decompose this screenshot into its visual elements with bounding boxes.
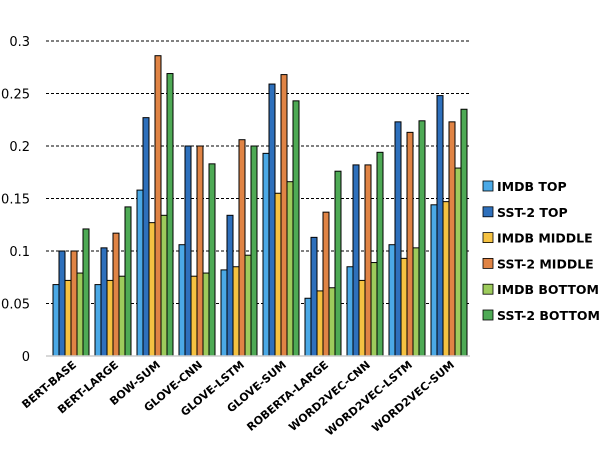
bar-imdb-top [262, 152, 270, 357]
legend-swatch [482, 180, 494, 192]
y-tick-label: 0.15 [1, 193, 30, 208]
bar-imdb-bottom [328, 287, 336, 357]
bar-imdb-top [136, 189, 144, 357]
legend-label: SST-2 MIDDLE [497, 256, 594, 271]
bar-sst-2-bottom [124, 206, 132, 357]
bar-imdb-top [220, 269, 228, 357]
bar-imdb-middle [316, 290, 324, 357]
y-tick-label: 0.2 [9, 140, 30, 155]
bar-sst-2-bottom [418, 120, 426, 357]
bar-imdb-top [430, 204, 438, 357]
bar-sst-2-bottom [250, 145, 258, 357]
bar-sst-2-middle [112, 232, 120, 357]
bar-sst-2-middle [154, 55, 162, 357]
bar-sst-2-bottom [292, 100, 300, 357]
bar-imdb-bottom [76, 272, 84, 357]
bar-imdb-top [178, 244, 186, 357]
bar-imdb-top [388, 244, 396, 357]
bar-imdb-middle [358, 279, 366, 357]
legend-label: IMDB TOP [497, 179, 567, 194]
bar-sst-2-middle [406, 131, 414, 357]
bar-imdb-top [52, 284, 60, 357]
bar-imdb-bottom [412, 247, 420, 357]
bar-sst-2-top [100, 247, 108, 357]
bar-sst-2-middle [70, 250, 78, 357]
y-tick-label: 0.3 [9, 35, 30, 50]
y-tick-label: 0.25 [1, 88, 30, 103]
bar-sst-2-middle [196, 145, 204, 357]
y-tick-label: 0 [22, 350, 30, 365]
bar-imdb-bottom [286, 181, 294, 357]
bar-imdb-bottom [370, 262, 378, 357]
legend-label: SST-2 BOTTOM [497, 308, 600, 323]
bar-imdb-middle [274, 192, 282, 357]
bar-sst-2-top [436, 95, 444, 357]
legend-label: IMDB BOTTOM [497, 282, 599, 297]
bar-imdb-middle [64, 279, 72, 357]
legend-swatch [482, 283, 494, 295]
y-tick-label: 0.05 [1, 298, 30, 313]
bar-sst-2-bottom [208, 163, 216, 357]
y-tick-label: 0.1 [9, 245, 30, 260]
legend-label: IMDB MIDDLE [497, 231, 593, 246]
bar-imdb-middle [190, 275, 198, 357]
bar-imdb-middle [400, 257, 408, 357]
bar-sst-2-middle [322, 211, 330, 357]
bar-imdb-middle [148, 222, 156, 357]
bar-sst-2-top [142, 117, 150, 357]
bar-sst-2-top [352, 164, 360, 357]
bar-imdb-top [94, 284, 102, 357]
bar-sst-2-top [310, 236, 318, 357]
bar-sst-2-bottom [376, 151, 384, 357]
bar-imdb-middle [442, 201, 450, 357]
legend-label: SST-2 TOP [497, 205, 568, 220]
legend-swatch [482, 309, 494, 321]
bar-imdb-bottom [160, 214, 168, 357]
bar-sst-2-bottom [334, 170, 342, 357]
bar-sst-2-middle [448, 121, 456, 357]
bar-sst-2-top [394, 121, 402, 357]
legend-swatch [482, 206, 494, 218]
bar-imdb-middle [232, 266, 240, 357]
bar-sst-2-top [58, 250, 66, 357]
bar-sst-2-top [226, 214, 234, 357]
bar-imdb-top [304, 297, 312, 357]
bar-imdb-bottom [454, 167, 462, 357]
bar-sst-2-middle [280, 74, 288, 357]
bar-imdb-middle [106, 279, 114, 357]
bar-imdb-bottom [202, 272, 210, 357]
bar-imdb-bottom [118, 275, 126, 357]
legend-swatch [482, 257, 494, 269]
bar-sst-2-bottom [166, 73, 174, 357]
bar-sst-2-top [184, 145, 192, 357]
bar-sst-2-middle [238, 139, 246, 357]
bar-imdb-bottom [244, 254, 252, 357]
legend-swatch [482, 232, 494, 244]
bar-sst-2-middle [364, 164, 372, 357]
bar-sst-2-bottom [82, 228, 90, 357]
bar-imdb-top [346, 266, 354, 357]
bar-sst-2-bottom [460, 108, 468, 357]
bar-sst-2-top [268, 83, 276, 357]
